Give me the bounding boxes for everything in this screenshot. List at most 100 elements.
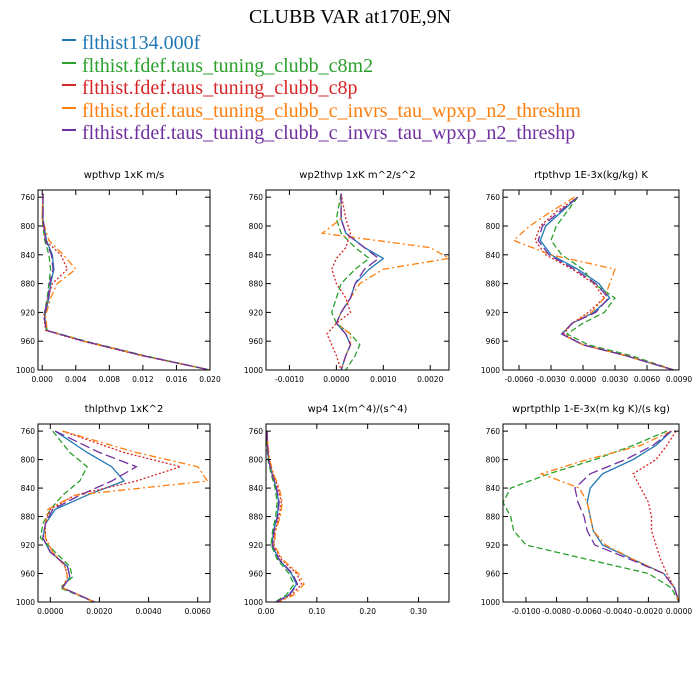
y-tick-label: 840 (21, 484, 36, 493)
y-tick-label: 760 (486, 427, 501, 436)
legend-label-3: flthist.fdef.taus_tuning_clubb_c8p (82, 77, 358, 99)
x-tick-label: 0.008 (99, 375, 121, 384)
y-tick-label: 800 (249, 456, 264, 465)
y-tick-label: 880 (486, 513, 501, 522)
y-tick-label: 880 (21, 280, 36, 289)
y-tick-label: 1000 (16, 366, 35, 375)
x-tick-label: -0.0080 (542, 607, 571, 616)
y-tick-label: 920 (486, 541, 501, 550)
legend-label-2: flthist.fdef.taus_tuning_clubb_c8m2 (82, 54, 374, 77)
series-line-2 (550, 196, 674, 370)
y-tick-label: 840 (249, 251, 264, 260)
y-tick-label: 760 (21, 427, 36, 436)
plot-frame (37, 423, 211, 603)
y-tick-label: 1000 (244, 366, 263, 375)
plot-frame (265, 423, 450, 603)
x-tick-label: 0.0000 (666, 607, 692, 616)
subplot-title: wp4 1x(m^4)/(s^4) (308, 404, 408, 415)
y-tick-label: 960 (249, 337, 264, 346)
y-tick-label: 760 (486, 193, 501, 202)
series-line-2 (39, 430, 95, 602)
legend-swatch-5 (62, 129, 76, 132)
series-line-4 (41, 193, 210, 370)
legend-label-5: flthist.fdef.taus_tuning_clubb_c_invrs_t… (82, 122, 576, 144)
y-tick-label: 880 (249, 280, 264, 289)
y-tick-label: 960 (249, 570, 264, 579)
y-tick-label: 960 (21, 337, 36, 346)
subplot-4: thlpthvp 1xK^2 0.0000 0.0020 0.0040 0.0060 76… (16, 404, 211, 616)
figure-title: CLUBB VAR at170E,9N (248, 6, 452, 28)
y-tick-label: 800 (486, 222, 501, 231)
legend-swatch-3 (62, 84, 76, 87)
x-tick-label: 0.00 (258, 607, 275, 616)
plot-frame (265, 189, 450, 371)
x-tick-label: -0.0060 (573, 607, 602, 616)
plot-frame (502, 423, 680, 603)
legend-item-5: flthist.fdef.taus_tuning_clubb_c_invrs_t… (62, 122, 581, 145)
series-line-4 (266, 431, 305, 602)
y-tick-label: 1000 (16, 598, 35, 607)
y-tick-label: 760 (249, 427, 264, 436)
x-tick-label: 0.012 (132, 375, 154, 384)
series-line-5 (42, 430, 138, 602)
legend-label-1: flthist134.000f (82, 32, 201, 54)
subplot-title: wp2thvp 1xK m^2/s^2 (299, 170, 415, 181)
series-line-3 (266, 431, 303, 602)
series-line-3 (44, 430, 183, 602)
x-tick-label: 0.10 (308, 607, 325, 616)
y-tick-label: 760 (249, 193, 264, 202)
y-tick-label: 880 (21, 513, 36, 522)
y-tick-label: 1000 (244, 598, 263, 607)
x-tick-label: 0.0020 (417, 375, 443, 384)
subplot-2: wp2thvp 1xK m^2/s^2 -0.0010 0.0000 0.0010 0.… (244, 170, 450, 384)
y-tick-label: 920 (21, 308, 36, 317)
legend-item-4: flthist.fdef.taus_tuning_clubb_c_invrs_t… (62, 100, 581, 123)
subplot-5: wp4 1x(m^4)/(s^4) 0.00 0.10 0.20 0.30 760 800 8… (244, 404, 450, 616)
series-line-3 (534, 196, 674, 370)
subplot-title: wprtpthlp 1-E-3x(m kg K)/(s kg) (512, 404, 670, 415)
y-tick-label: 920 (486, 308, 501, 317)
y-tick-label: 840 (21, 251, 36, 260)
series-line-5 (266, 431, 299, 602)
x-tick-label: 0.30 (410, 607, 427, 616)
series-line-5 (537, 196, 674, 370)
y-tick-label: 880 (486, 280, 501, 289)
y-tick-label: 760 (21, 193, 36, 202)
y-tick-label: 800 (21, 456, 36, 465)
series-line-1 (266, 431, 298, 602)
series-line-4 (320, 193, 449, 370)
series-line-1 (539, 196, 674, 370)
y-tick-label: 960 (21, 570, 36, 579)
subplot-1: wpthvp 1xK m/s 0.000 0.004 0.008 0.012 0.016 0… (16, 170, 221, 384)
series-line-5 (335, 193, 380, 370)
x-tick-label: 0.0000 (323, 375, 349, 384)
x-tick-label: 0.0060 (185, 607, 211, 616)
x-tick-label: 0.004 (65, 375, 87, 384)
legend-item-3: flthist.fdef.taus_tuning_clubb_c8p (62, 77, 581, 100)
y-tick-label: 1000 (481, 598, 500, 607)
x-tick-label: -0.0010 (275, 375, 304, 384)
x-tick-label: -0.0020 (634, 607, 663, 616)
series-line-3 (41, 193, 210, 370)
series-line-2 (41, 193, 210, 370)
series-line-5 (42, 193, 210, 370)
series-line-3 (632, 430, 679, 602)
x-tick-label: -0.0100 (511, 607, 540, 616)
subplot-title: rtpthvp 1E-3x(kg/kg) K (534, 170, 648, 181)
x-tick-label: 0.020 (199, 375, 221, 384)
x-tick-label: 0.0010 (370, 375, 396, 384)
series-line-5 (574, 430, 679, 602)
x-tick-label: 0.016 (166, 375, 188, 384)
legend-swatch-4 (62, 106, 76, 109)
legend-label-4: flthist.fdef.taus_tuning_clubb_c_invrs_t… (82, 99, 581, 122)
y-tick-label: 840 (486, 251, 501, 260)
legend-swatch-1 (62, 39, 76, 42)
y-tick-label: 920 (21, 541, 36, 550)
y-tick-label: 800 (21, 222, 36, 231)
y-tick-label: 880 (249, 513, 264, 522)
y-tick-label: 840 (249, 484, 264, 493)
x-tick-label: 0.0060 (634, 375, 660, 384)
subplot-3: rtpthvp 1E-3x(kg/kg) K -0.0060 -0.0030 0.00… (481, 170, 692, 384)
x-tick-label: -0.0040 (603, 607, 632, 616)
series-line-4 (539, 430, 679, 602)
